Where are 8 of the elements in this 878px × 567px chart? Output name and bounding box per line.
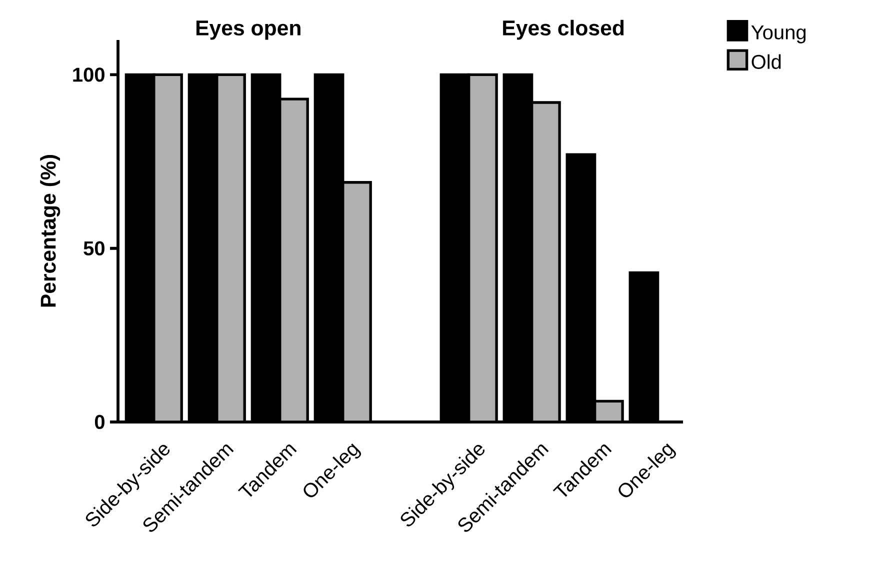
y-tick-label: 0 xyxy=(94,414,104,430)
text: Eyes closed xyxy=(503,20,624,40)
legend-label: Old xyxy=(752,54,781,69)
text: Eyes open xyxy=(196,20,300,40)
y-tick-label: 100 xyxy=(73,68,104,82)
y-axis-title: Percentage (%) xyxy=(40,155,60,307)
y-tick-label: 50 xyxy=(84,241,104,256)
legend-label: Young xyxy=(751,25,806,44)
